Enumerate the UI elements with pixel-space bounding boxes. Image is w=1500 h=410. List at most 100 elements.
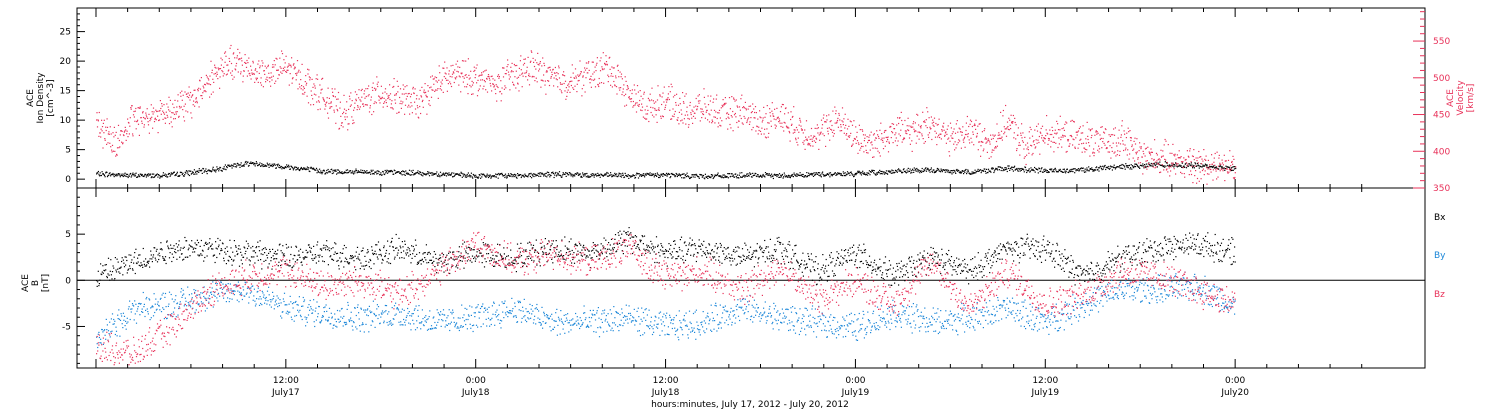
velocity-point [501, 87, 503, 89]
by-point [273, 308, 275, 310]
velocity-point [743, 106, 745, 108]
velocity-point [365, 95, 367, 98]
velocity-point [826, 127, 829, 129]
by-point [282, 298, 284, 300]
velocity-point [1088, 145, 1091, 147]
velocity-point [947, 125, 949, 127]
density-point [1183, 165, 1185, 167]
velocity-point [573, 88, 575, 90]
density-point [128, 175, 130, 177]
velocity-point [424, 92, 426, 94]
velocity-point [793, 106, 795, 108]
density-point [986, 168, 988, 170]
density-point [462, 175, 465, 177]
velocity-point [271, 76, 273, 78]
velocity-point [569, 80, 572, 82]
velocity-point [838, 114, 840, 116]
velocity-point [1156, 160, 1158, 162]
velocity-point [674, 94, 676, 96]
density-point [859, 171, 861, 173]
velocity-point [153, 111, 155, 113]
by-point [310, 308, 312, 310]
velocity-point [1213, 161, 1215, 163]
density-point [313, 168, 315, 170]
velocity-point [1091, 128, 1093, 130]
density-point [726, 176, 728, 178]
velocity-point [754, 106, 757, 108]
velocity-point [1004, 131, 1006, 133]
velocity-point [870, 142, 872, 144]
velocity-point [210, 93, 212, 95]
density-point [141, 173, 143, 176]
velocity-point [559, 88, 561, 91]
density-point [1006, 170, 1008, 173]
density-point [289, 168, 291, 170]
density-point [470, 175, 472, 177]
density-point [624, 172, 626, 174]
density-point [992, 167, 994, 169]
density-point [497, 177, 499, 179]
velocity-point [754, 117, 756, 119]
velocity-point [922, 138, 924, 140]
velocity-point [1005, 128, 1007, 130]
density-point [1011, 168, 1013, 171]
velocity-point [555, 75, 557, 77]
by-point [101, 329, 103, 331]
density-point [627, 174, 629, 176]
velocity-point [358, 108, 361, 110]
density-point [661, 173, 663, 175]
velocity-point [665, 99, 667, 101]
velocity-point [689, 101, 691, 104]
velocity-point [500, 100, 502, 102]
density-point [191, 172, 193, 174]
by-point [162, 307, 164, 309]
density-point [907, 171, 909, 173]
density-point [378, 171, 380, 173]
by-point [174, 307, 176, 309]
density-point [218, 168, 220, 170]
density-point [1141, 165, 1143, 167]
velocity-point [635, 93, 637, 95]
velocity-point [802, 132, 804, 134]
velocity-point [142, 111, 144, 113]
velocity-point [591, 79, 593, 81]
velocity-point [310, 90, 312, 92]
velocity-point [235, 69, 237, 71]
velocity-point [1009, 124, 1011, 126]
density-point [582, 174, 584, 176]
velocity-point [542, 57, 544, 59]
density-point [183, 175, 185, 177]
velocity-point [733, 97, 735, 99]
velocity-point [419, 89, 421, 91]
velocity-point [364, 104, 366, 106]
velocity-point [897, 140, 899, 142]
density-point [885, 170, 887, 172]
velocity-point [1069, 135, 1071, 137]
density-point [175, 174, 177, 176]
velocity-point [119, 146, 121, 148]
velocity-point [1047, 133, 1049, 135]
velocity-point [964, 133, 967, 136]
velocity-point [459, 66, 461, 68]
density-point [1173, 164, 1175, 166]
density-point [432, 174, 434, 176]
density-point [861, 172, 863, 174]
density-point [389, 170, 391, 172]
velocity-point [859, 149, 861, 151]
density-point [686, 172, 688, 174]
density-point [400, 173, 402, 175]
velocity-point [352, 122, 354, 125]
by-point [156, 308, 158, 310]
velocity-point [836, 121, 838, 123]
velocity-point [108, 131, 110, 133]
velocity-point [133, 116, 135, 118]
velocity-point [120, 130, 122, 132]
velocity-point [779, 111, 782, 113]
density-point [860, 171, 862, 174]
velocity-point [749, 121, 751, 123]
velocity-point [736, 121, 738, 124]
velocity-point [647, 109, 649, 111]
velocity-point [591, 61, 593, 63]
velocity-point [953, 128, 955, 130]
density-point [692, 176, 694, 178]
